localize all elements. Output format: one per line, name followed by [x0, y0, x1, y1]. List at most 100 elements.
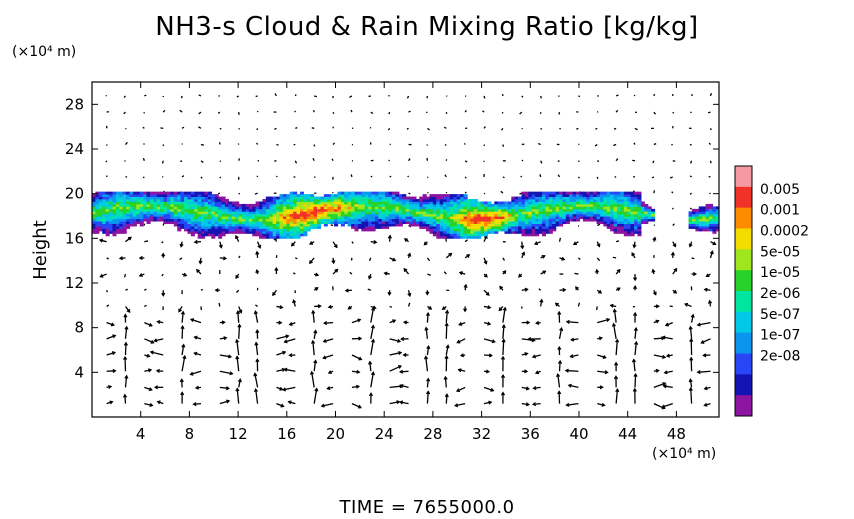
cloud-cell	[484, 216, 489, 220]
wind-vector	[351, 370, 360, 373]
cloud-cell	[316, 211, 322, 215]
cloud-cell	[395, 208, 400, 212]
cloud-cell	[289, 211, 294, 215]
cloud-cell	[439, 199, 444, 202]
wind-vector	[519, 192, 523, 195]
cloud-cell	[272, 213, 277, 217]
cloud-cell	[238, 223, 243, 227]
cloud-cell	[637, 233, 642, 237]
cloud-cell	[449, 211, 454, 215]
cloud-cell	[429, 208, 434, 212]
cloud-cell	[129, 194, 134, 197]
cloud-cell	[490, 203, 495, 207]
cloud-cell	[599, 194, 604, 197]
cloud-cell	[484, 221, 489, 224]
wind-vector	[633, 359, 636, 372]
y-tick-label: 20	[65, 185, 84, 203]
cloud-cell	[395, 194, 400, 197]
y-tick-label: 4	[74, 363, 84, 381]
cloud-cell	[190, 201, 195, 205]
cloud-cell	[497, 206, 502, 210]
cloud-cell	[122, 223, 127, 227]
cloud-cell	[630, 211, 635, 215]
cloud-cell	[282, 228, 287, 232]
cloud-cell	[132, 199, 137, 202]
cloud-cell	[409, 213, 414, 217]
cloud-cell	[327, 213, 332, 217]
cloud-cell	[538, 223, 543, 227]
cloud-cell	[115, 226, 120, 229]
cloud-cell	[603, 206, 608, 210]
cloud-cell	[552, 211, 557, 215]
wind-vector	[689, 160, 693, 164]
cloud-cell	[388, 191, 393, 195]
cloud-cell	[647, 206, 652, 210]
wind-vector	[443, 126, 447, 129]
cloud-cell	[241, 203, 247, 207]
cloud-cell	[623, 194, 628, 197]
cloud-cell	[480, 223, 485, 227]
cloud-cell	[303, 206, 308, 210]
cloud-cell	[371, 211, 376, 215]
wind-vector	[389, 365, 402, 372]
cloud-cell	[95, 199, 100, 202]
cloud-cell	[538, 194, 543, 197]
cloud-cell	[190, 208, 195, 212]
cloud-cell	[456, 230, 461, 234]
colorbar-label: 2e-06	[760, 286, 800, 302]
wind-vector-head	[606, 317, 611, 322]
cloud-cell	[524, 196, 529, 200]
cloud-cell	[691, 213, 697, 217]
cloud-cell	[241, 208, 247, 212]
cloud-cell	[497, 208, 502, 212]
cloud-cell	[381, 206, 386, 210]
cloud-cell	[262, 218, 267, 222]
cloud-cell	[95, 194, 100, 197]
cloud-cell	[245, 228, 250, 232]
wind-vector-head	[235, 234, 239, 240]
cloud-cell	[368, 199, 373, 202]
cloud-cell	[405, 196, 410, 200]
cloud-cell	[514, 211, 519, 215]
wind-vector-head	[285, 334, 290, 339]
cloud-cell	[599, 216, 604, 220]
cloud-cell	[340, 208, 345, 212]
wind-vector-head	[458, 271, 463, 276]
cloud-cell	[627, 228, 632, 232]
cloud-cell	[204, 218, 209, 222]
wind-vector	[445, 323, 448, 339]
cloud-cell	[446, 216, 451, 220]
cloud-cell	[446, 228, 451, 232]
cloud-cell	[214, 196, 219, 200]
cloud-cell	[269, 230, 274, 234]
cloud-cell	[436, 206, 441, 210]
cloud-cell	[180, 206, 185, 210]
cloud-cell	[139, 221, 144, 224]
cloud-cell	[623, 199, 628, 202]
cloud-cell	[511, 203, 516, 207]
cloud-cell	[139, 216, 144, 220]
cloud-cell	[282, 223, 287, 227]
wind-vector-head	[664, 322, 669, 327]
cloud-cell	[269, 228, 274, 232]
cloud-cell	[610, 194, 615, 197]
cloud-cell	[265, 218, 270, 222]
cloud-cell	[381, 201, 386, 205]
wind-vector	[709, 128, 712, 131]
cloud-cell	[497, 203, 502, 207]
wind-vector-head	[598, 289, 603, 294]
cloud-cell	[313, 203, 318, 207]
cloud-cell	[616, 191, 622, 195]
cloud-cell	[115, 228, 120, 232]
cloud-cell	[518, 196, 523, 200]
cloud-cell	[518, 199, 523, 202]
cloud-cell	[531, 191, 536, 195]
cloud-cell	[323, 221, 328, 224]
cloud-cell	[269, 208, 274, 212]
cloud-cell	[610, 228, 615, 232]
cloud-cell	[252, 230, 257, 234]
cloud-cell	[616, 218, 622, 222]
wind-vector	[276, 351, 286, 356]
cloud-cell	[620, 203, 625, 207]
wind-vector-head	[448, 252, 453, 257]
